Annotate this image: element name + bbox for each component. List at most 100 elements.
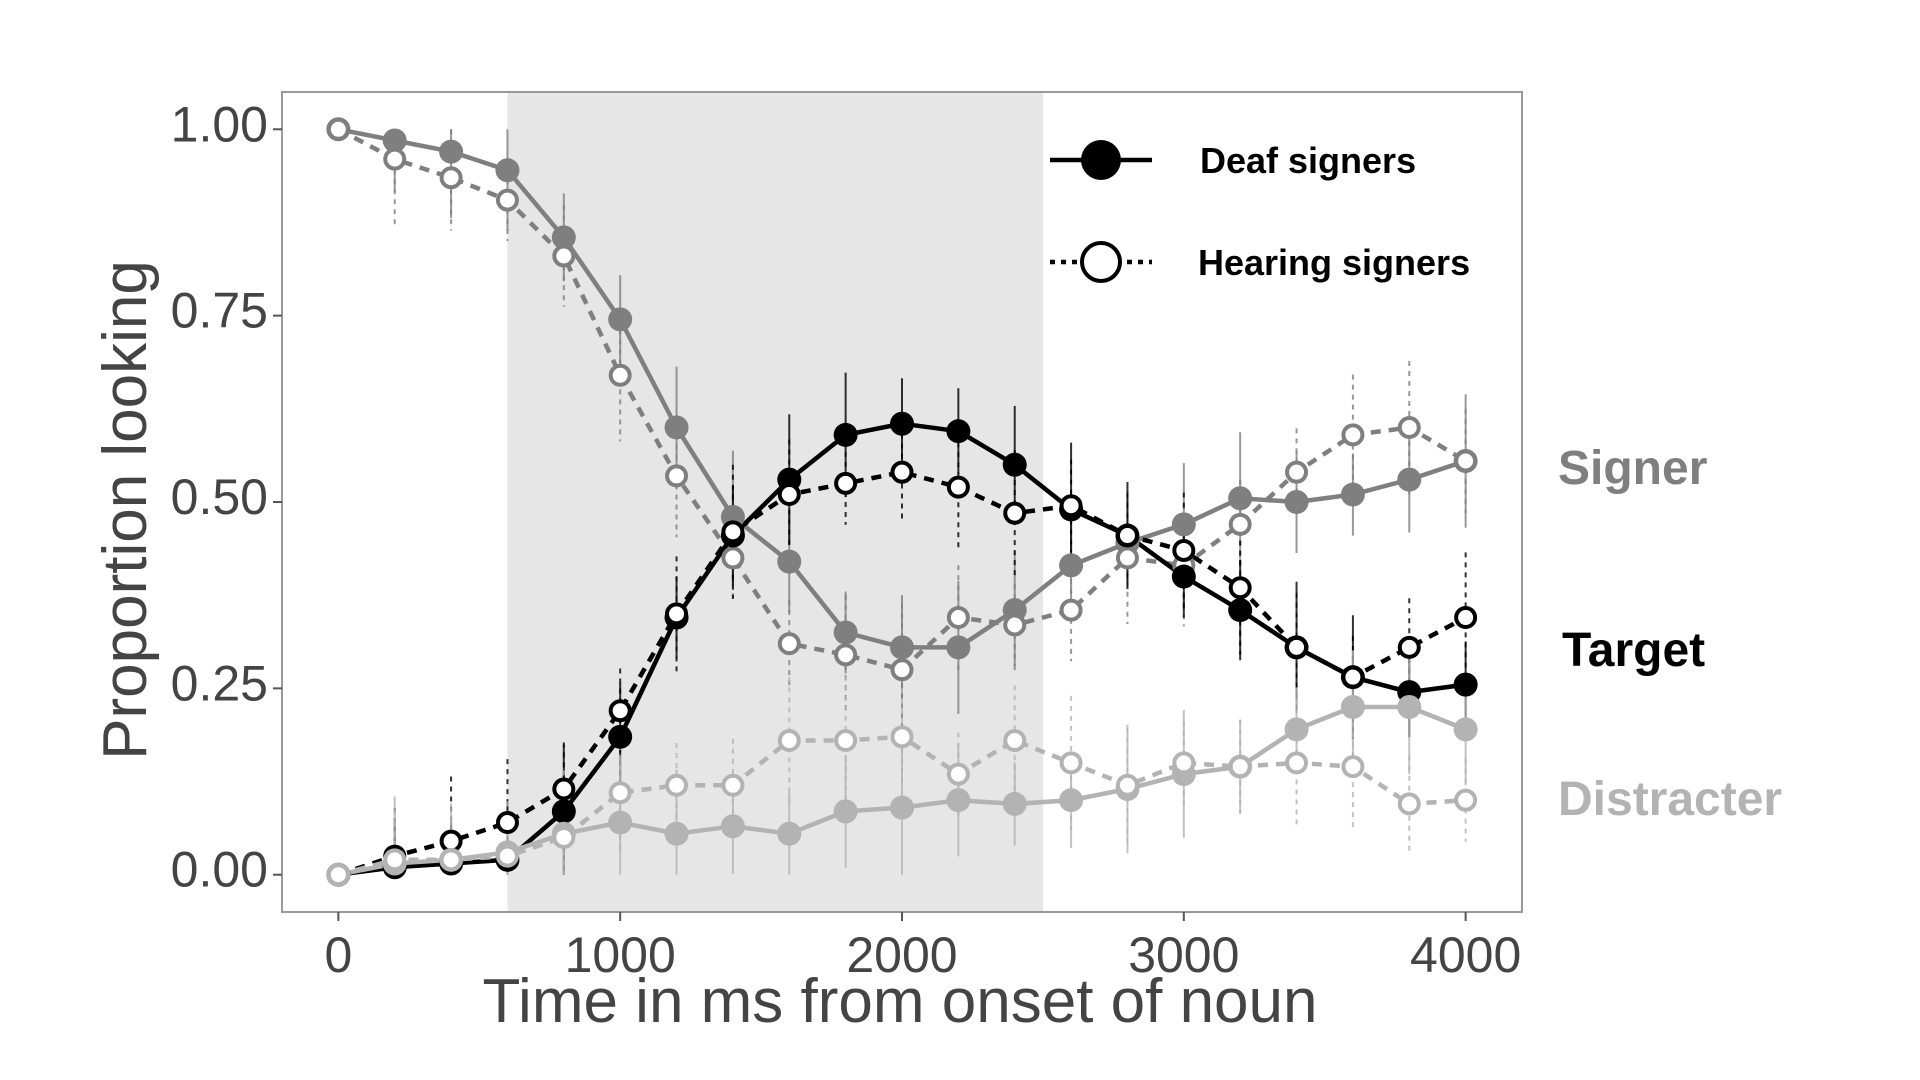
x-tick-label: 4000	[1410, 927, 1521, 983]
data-point	[1453, 672, 1478, 697]
aoi-labels: Signer Target Distracter	[1558, 442, 1782, 826]
data-point	[1285, 635, 1309, 659]
data-point	[1003, 613, 1027, 637]
data-point	[608, 724, 633, 749]
data-point	[495, 188, 519, 212]
data-point	[664, 415, 689, 440]
data-point	[890, 658, 914, 682]
data-point	[833, 422, 858, 447]
data-point	[1284, 490, 1309, 514]
data-point	[1228, 755, 1252, 779]
data-point	[833, 799, 858, 824]
data-point	[551, 225, 576, 250]
data-point	[1285, 460, 1309, 484]
data-point	[777, 632, 801, 656]
data-point	[946, 788, 971, 813]
data-point	[608, 810, 633, 835]
data-point	[665, 602, 689, 626]
data-point	[1228, 576, 1252, 600]
data-point	[608, 781, 632, 805]
data-point	[1340, 482, 1365, 507]
data-point	[1059, 494, 1083, 518]
data-point	[1171, 564, 1196, 589]
data-point	[1115, 546, 1139, 570]
data-point	[834, 471, 858, 495]
data-point	[439, 139, 464, 164]
data-point	[439, 166, 463, 190]
data-point	[1454, 606, 1478, 630]
data-point	[777, 821, 802, 846]
aoi-label: Distracter	[1558, 773, 1782, 826]
data-point	[946, 419, 971, 444]
data-point	[1284, 717, 1309, 742]
plot-area	[326, 92, 1478, 912]
data-point	[1059, 788, 1084, 813]
data-point	[721, 773, 745, 797]
data-point	[326, 863, 350, 887]
data-point	[383, 147, 407, 171]
series-line	[337, 469, 1467, 877]
data-point	[495, 811, 519, 835]
data-point	[720, 814, 745, 839]
data-point	[608, 363, 632, 387]
data-point	[664, 821, 689, 846]
data-point	[1285, 751, 1309, 775]
data-point	[890, 795, 914, 820]
data-point	[439, 848, 463, 872]
legend-label: Hearing signers	[1198, 242, 1470, 283]
aoi-label: Target	[1562, 624, 1705, 677]
data-point	[495, 844, 519, 868]
data-point	[1397, 635, 1421, 659]
data-point	[608, 699, 632, 723]
y-tick-label: 0.25	[171, 655, 268, 711]
data-point	[1002, 791, 1027, 816]
legend: Deaf signers Hearing signers	[1050, 140, 1470, 283]
data-point	[890, 411, 914, 436]
data-point	[1453, 717, 1478, 742]
legend-label: Deaf signers	[1200, 140, 1416, 181]
y-axis-label: Proportion looking	[91, 260, 160, 760]
data-point	[1397, 415, 1421, 439]
data-point	[946, 606, 970, 630]
data-point	[833, 620, 858, 645]
legend-marker	[1080, 241, 1122, 283]
data-point	[552, 777, 576, 801]
data-point	[1454, 788, 1478, 812]
data-point	[1340, 695, 1365, 719]
data-point	[1228, 598, 1253, 623]
data-point	[721, 546, 745, 570]
data-point	[890, 460, 914, 484]
x-axis-label: Time in ms from onset of noun	[482, 967, 1317, 1036]
data-point	[1172, 751, 1196, 775]
data-point	[1059, 598, 1083, 622]
y-tick-label: 1.00	[171, 96, 268, 152]
data-point	[552, 244, 576, 268]
data-point	[721, 520, 745, 544]
data-point	[1228, 486, 1253, 511]
data-point	[1341, 755, 1365, 779]
data-point	[665, 464, 689, 488]
data-point	[326, 117, 350, 141]
x-tick-label: 2000	[846, 927, 957, 983]
data-point	[382, 128, 407, 153]
data-point	[495, 158, 520, 183]
data-point	[946, 475, 970, 499]
data-point	[777, 549, 802, 574]
y-tick-label: 0.00	[171, 842, 268, 898]
data-point	[1059, 553, 1084, 578]
legend-marker	[1081, 140, 1121, 180]
y-tick-label: 0.75	[171, 283, 268, 339]
data-point	[946, 762, 970, 786]
data-point	[552, 825, 576, 849]
data-point	[1003, 729, 1027, 753]
data-point	[1341, 423, 1365, 447]
y-tick-label: 0.50	[171, 469, 268, 525]
data-point	[665, 773, 689, 797]
data-point	[1397, 467, 1422, 492]
x-tick-label: 1000	[565, 927, 676, 983]
data-point	[1059, 751, 1083, 775]
data-point	[1454, 449, 1478, 473]
axes: 0 1000 2000 3000 4000 0.00 0.25 0.50 0.75 1.00	[171, 91, 1523, 983]
data-point	[834, 643, 858, 667]
